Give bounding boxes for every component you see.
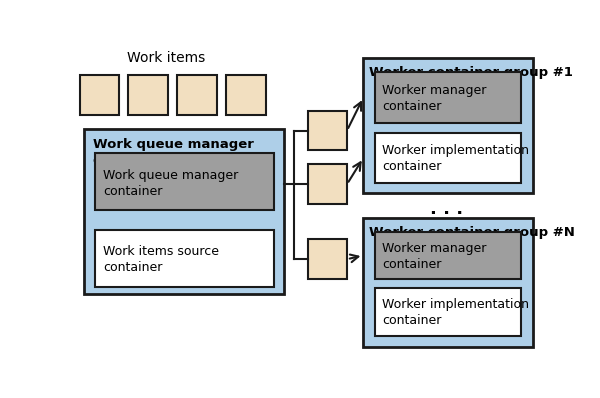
Text: Work items: Work items <box>127 51 205 64</box>
Bar <box>364 59 533 193</box>
Bar <box>308 111 347 150</box>
Bar <box>375 72 521 123</box>
Text: Worker manager
container: Worker manager container <box>382 242 486 271</box>
Bar <box>178 75 217 115</box>
Text: . . .: . . . <box>430 200 464 218</box>
Text: Work queue manager
container group: Work queue manager container group <box>92 138 254 167</box>
Bar <box>375 232 521 279</box>
Bar <box>364 218 533 347</box>
Text: Worker manager
container: Worker manager container <box>382 84 486 113</box>
Bar <box>308 239 347 279</box>
Text: Worker implementation
container: Worker implementation container <box>382 144 529 173</box>
Bar <box>375 133 521 183</box>
Text: Work items source
container: Work items source container <box>103 245 219 274</box>
Bar <box>375 288 521 336</box>
Bar <box>308 164 347 204</box>
Bar <box>95 230 274 287</box>
Bar <box>80 75 119 115</box>
Text: Worker container group #1: Worker container group #1 <box>369 66 573 79</box>
Bar <box>84 129 284 295</box>
Bar <box>128 75 168 115</box>
Text: Work queue manager
container: Work queue manager container <box>103 169 238 198</box>
Text: Worker implementation
container: Worker implementation container <box>382 298 529 327</box>
Bar <box>95 154 274 210</box>
Text: Worker container group #N: Worker container group #N <box>369 226 575 238</box>
Bar <box>226 75 266 115</box>
